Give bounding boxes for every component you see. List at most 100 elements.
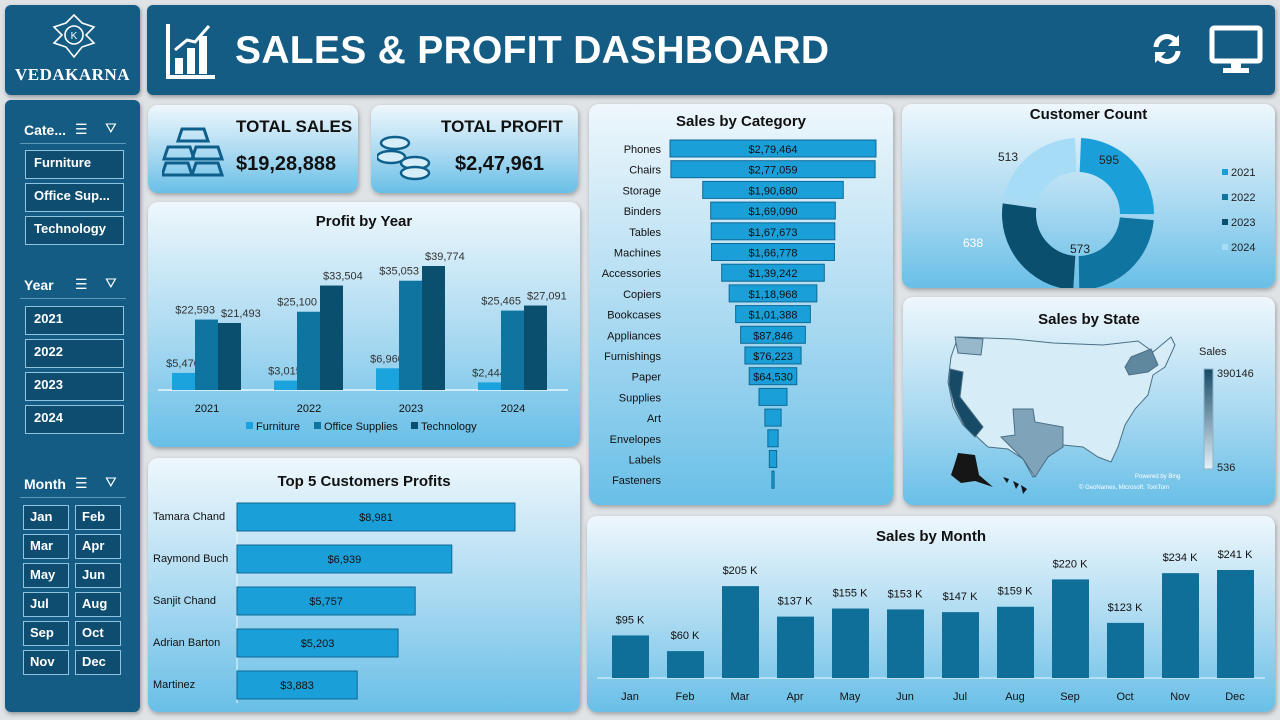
slicer-item-month[interactable]: Jun [75, 563, 121, 588]
logo-mandala-icon: K [52, 13, 96, 59]
slicer-item-month[interactable]: Feb [75, 505, 121, 530]
data-label: $2,444 [472, 367, 506, 379]
slicer-item-month[interactable]: Jan [23, 505, 69, 530]
bar-technology [524, 305, 547, 390]
multi-select-icon[interactable]: ☰ [75, 121, 88, 137]
slicer-item-category[interactable]: Office Sup... [25, 183, 124, 212]
y-tick-label: Adrian Barton [153, 637, 220, 649]
bar [711, 243, 835, 261]
total-profit-card: TOTAL PROFIT $2,47,961 [371, 105, 578, 193]
slicer-item-category[interactable]: Furniture [25, 150, 124, 179]
legend-swatch [1222, 219, 1228, 225]
category-label: Bookcases [607, 310, 661, 322]
total-sales-value: $19,28,888 [236, 153, 337, 175]
x-tick-label: May [840, 691, 861, 703]
data-label: $64,530 [753, 372, 793, 384]
y-tick-label: Martinez [153, 679, 195, 691]
total-profit-value: $2,47,961 [455, 153, 544, 175]
slicer-item-month[interactable]: May [23, 563, 69, 588]
category-label: Phones [624, 144, 662, 156]
x-tick-label: 2022 [297, 403, 321, 415]
data-label: $5,470 [166, 358, 200, 370]
data-label: $6,939 [328, 554, 362, 566]
customer-count-card: Customer Count 595 2021 573 2022 638 2023 513 2… [902, 104, 1275, 288]
bar [702, 180, 844, 199]
bar [748, 367, 798, 386]
map-legend-max: 390146 [1217, 368, 1254, 380]
data-label: $1,39,242 [749, 268, 798, 280]
slicer-panel: Cate... ☰ ⛛ Furniture Office Sup... Technolog… [5, 100, 140, 712]
monitor-icon[interactable] [1209, 25, 1263, 75]
refresh-icon[interactable] [1150, 32, 1184, 66]
data-label: $6,960 [370, 353, 404, 365]
bar [236, 586, 416, 616]
category-label: Furnishings [604, 351, 661, 363]
bar [236, 544, 453, 574]
map-credit: Powered by Bing [1135, 474, 1180, 480]
multi-select-icon[interactable]: ☰ [75, 276, 88, 292]
bar [236, 628, 399, 658]
map-legend-scale [1203, 368, 1214, 470]
map-credit: © GeoNames, Microsoft, TomTom [1079, 484, 1169, 491]
chart-title: Sales by State [1038, 311, 1140, 328]
category-label: Copiers [623, 289, 661, 301]
bar [758, 387, 788, 406]
bar-office-supplies [297, 311, 320, 390]
page-title: SALES & PROFIT DASHBOARD [235, 29, 830, 72]
data-label: $147 K [943, 591, 979, 603]
slicer-year-label: Year [24, 277, 54, 293]
slicer-item-year[interactable]: 2024 [25, 405, 124, 434]
slicer-item-month[interactable]: Oct [75, 621, 121, 646]
category-label: Supplies [619, 392, 662, 404]
slicer-item-month[interactable]: Jul [23, 592, 69, 617]
chart-title: Top 5 Customers Profits [277, 473, 451, 490]
slicer-item-month[interactable]: Sep [23, 621, 69, 646]
donut-slice-2023 [1002, 203, 1076, 288]
slicer-item-month[interactable]: Dec [75, 650, 121, 675]
bar [710, 201, 836, 220]
bar [236, 670, 358, 700]
multi-select-icon[interactable]: ☰ [75, 475, 88, 491]
clear-filter-icon[interactable]: ⛛ [105, 474, 117, 490]
us-map[interactable]: Sales 390146 536 Powered by Bing © GeoNa… [903, 297, 1275, 505]
clear-filter-icon[interactable]: ⛛ [105, 275, 117, 291]
data-label: $159 K [998, 586, 1034, 598]
slicer-item-year[interactable]: 2023 [25, 372, 124, 401]
x-tick-label: Dec [1225, 691, 1245, 703]
total-sales-card: TOTAL SALES $19,28,888 [148, 105, 358, 193]
clear-filter-icon[interactable]: ⛛ [105, 120, 117, 136]
donut-slice-2024 [1003, 138, 1077, 205]
legend-label: Technology [421, 421, 477, 433]
legend-label: Furniture [256, 421, 300, 433]
slicer-item-month[interactable]: Mar [23, 534, 69, 559]
slicer-item-month[interactable]: Apr [75, 534, 121, 559]
slicer-item-month[interactable]: Aug [75, 592, 121, 617]
slicer-item-month[interactable]: Nov [23, 650, 69, 675]
legend-swatch [314, 422, 321, 429]
category-label: Accessories [602, 268, 662, 280]
map-state-texas [999, 408, 1064, 478]
bar-technology [320, 285, 343, 390]
legend-swatch [1222, 244, 1228, 250]
data-label: $5,757 [309, 596, 343, 608]
data-label: 573 [1070, 242, 1090, 256]
data-label: $39,774 [425, 251, 465, 263]
data-label: $155 K [833, 588, 869, 600]
bar [740, 325, 806, 344]
data-label: $33,504 [323, 271, 363, 283]
data-label: $220 K [1053, 558, 1089, 570]
x-tick-label: Mar [731, 691, 750, 703]
data-label: $25,100 [277, 297, 317, 309]
legend-label: 2022 [1231, 192, 1255, 204]
slicer-item-category[interactable]: Technology [25, 216, 124, 245]
slicer-item-year[interactable]: 2021 [25, 306, 124, 335]
map-state-alaska [951, 453, 993, 487]
bar [721, 263, 825, 282]
bar [612, 635, 649, 678]
x-tick-label: Feb [676, 691, 695, 703]
data-label: $137 K [778, 596, 814, 608]
x-tick-label: 2023 [399, 403, 423, 415]
sales-by-month-card: Sales by Month $95 K Jan $60 K Feb $205 K Mar… [587, 516, 1275, 712]
bar-chart-icon [166, 24, 215, 79]
slicer-item-year[interactable]: 2022 [25, 339, 124, 368]
